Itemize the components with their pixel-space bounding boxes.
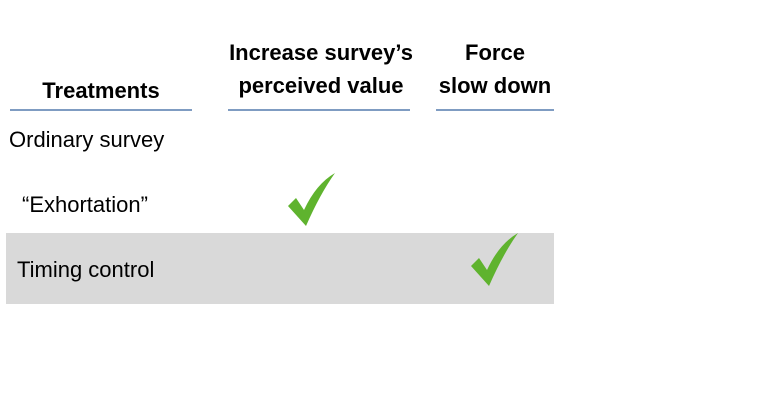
row-label-exhortation: “Exhortation”	[22, 192, 148, 217]
row-label-timing-control: Timing control	[17, 257, 155, 282]
header-slow-down-line2: slow down	[438, 73, 552, 98]
checkmark-icon	[471, 233, 518, 286]
highlighted-row-background	[6, 233, 554, 304]
header-rule-treatments	[10, 109, 192, 111]
header-slow-down: Force slow down	[430, 36, 560, 102]
header-treatments: Treatments	[42, 78, 160, 103]
header-slow-down-line1: Force	[465, 40, 525, 65]
checkmark-icon	[288, 173, 335, 226]
header-perceived-value: Increase survey’s perceived value	[218, 36, 424, 102]
header-rule-perceived-value	[228, 109, 410, 111]
header-perceived-value-line2: perceived value	[238, 73, 404, 98]
row-label-ordinary-survey: Ordinary survey	[9, 127, 165, 152]
header-perceived-value-line1: Increase survey’s	[229, 40, 413, 65]
header-rule-slow-down	[436, 109, 554, 111]
